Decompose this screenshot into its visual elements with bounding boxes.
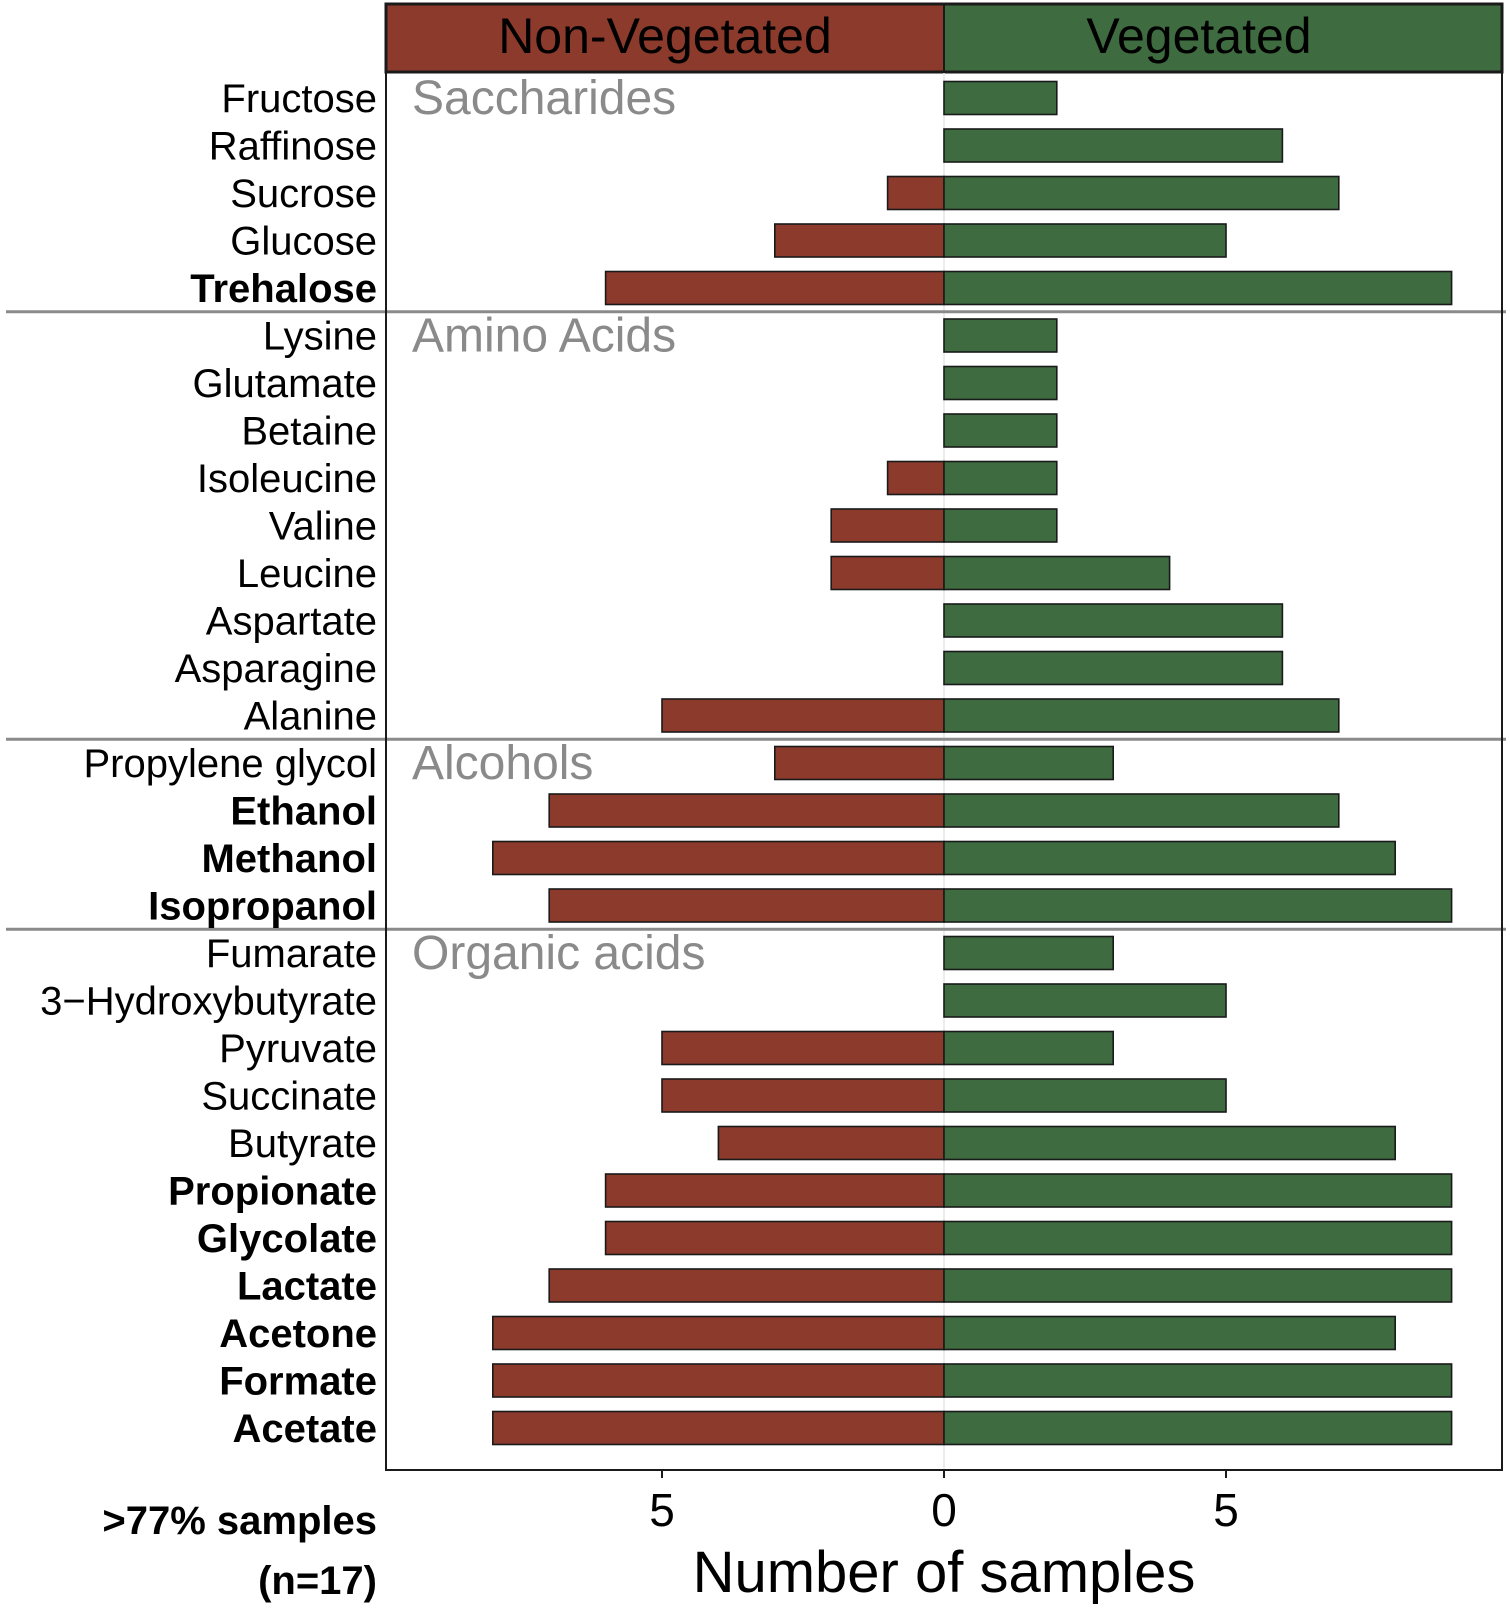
category-label: Sucrose (230, 172, 377, 216)
header-right-background (944, 4, 1502, 72)
category-label: Lysine (263, 315, 377, 359)
header-right-label: Vegetated (1086, 8, 1311, 64)
category-label: Acetate (232, 1407, 377, 1451)
bar-non-vegetated (491, 1410, 945, 1446)
bar-vegetated (943, 270, 1453, 306)
bar-vegetated (943, 318, 1058, 353)
bar-non-vegetated (491, 1315, 945, 1351)
bar-vegetated (943, 1078, 1227, 1113)
category-label: Propylene glycol (84, 742, 378, 786)
bar-non-vegetated (661, 1078, 945, 1113)
bar-non-vegetated (491, 840, 945, 876)
x-tick-label: 5 (1213, 1484, 1239, 1536)
bar-vegetated (943, 128, 1284, 163)
bar-vegetated (943, 793, 1340, 828)
bar-vegetated (943, 888, 1453, 923)
bar-non-vegetated (604, 1173, 945, 1208)
bar-vegetated (943, 508, 1058, 543)
category-label: Fumarate (206, 932, 377, 976)
group-label: Alcohols (412, 737, 593, 790)
bar-vegetated (943, 1030, 1114, 1066)
category-label: Fructose (221, 77, 377, 121)
category-label: 3−Hydroxybutyrate (40, 980, 377, 1024)
category-label: Lactate (237, 1265, 377, 1309)
bar-vegetated (943, 1315, 1397, 1351)
category-label: Leucine (237, 552, 377, 596)
bar-non-vegetated (830, 555, 945, 591)
bar-non-vegetated (886, 175, 945, 211)
category-label: Butyrate (228, 1122, 377, 1166)
bar-non-vegetated (491, 1363, 945, 1398)
footnote-line-1: >77% samples (102, 1499, 377, 1543)
category-label: Isopropanol (148, 885, 377, 929)
category-label: Glucose (230, 220, 377, 264)
category-label: Betaine (241, 410, 377, 454)
group-label: Organic acids (412, 927, 705, 980)
category-label: Glutamate (192, 362, 377, 406)
bar-vegetated (943, 650, 1284, 686)
category-label: Alanine (244, 695, 377, 739)
bar-non-vegetated (604, 270, 945, 306)
header-left-background (386, 4, 944, 72)
bar-non-vegetated (661, 1030, 945, 1066)
group-label: Saccharides (412, 72, 676, 125)
bar-vegetated (943, 1363, 1453, 1398)
bar-non-vegetated (886, 460, 945, 496)
bar-non-vegetated (661, 698, 945, 733)
bar-vegetated (943, 555, 1171, 591)
bar-vegetated (943, 1173, 1453, 1208)
bar-vegetated (943, 935, 1114, 971)
x-axis-title: Number of samples (693, 1540, 1196, 1605)
category-label: Valine (269, 505, 377, 549)
bar-vegetated (943, 1268, 1453, 1303)
group-label: Amino Acids (412, 310, 676, 363)
bar-non-vegetated (773, 223, 945, 258)
bar-vegetated (943, 413, 1058, 448)
category-label: Succinate (201, 1075, 377, 1119)
category-label: Isoleucine (197, 457, 377, 501)
bar-vegetated (943, 1410, 1453, 1446)
bar-vegetated (943, 698, 1340, 733)
x-tick-label: 0 (931, 1484, 957, 1536)
bar-vegetated (943, 175, 1340, 211)
category-label: Propionate (168, 1170, 377, 1214)
bar-vegetated (943, 1220, 1453, 1256)
bar-non-vegetated (548, 1268, 945, 1303)
bar-vegetated (943, 983, 1227, 1018)
category-label: Ethanol (230, 790, 377, 834)
category-label: Raffinose (209, 125, 377, 169)
category-label: Methanol (201, 837, 377, 881)
footnote-line-2: (n=17) (258, 1559, 377, 1603)
category-label: Pyruvate (219, 1027, 377, 1071)
bar-non-vegetated (604, 1220, 945, 1256)
bar-non-vegetated (773, 745, 945, 781)
bar-non-vegetated (548, 793, 945, 828)
x-tick-label: 5 (649, 1484, 675, 1536)
category-label: Trehalose (190, 267, 377, 311)
category-label: Formate (219, 1360, 377, 1404)
category-label: Glycolate (197, 1217, 377, 1261)
category-label: Acetone (219, 1312, 377, 1356)
bar-vegetated (943, 365, 1058, 401)
bar-vegetated (943, 840, 1397, 876)
bar-non-vegetated (830, 508, 945, 543)
bar-vegetated (943, 1125, 1397, 1161)
bar-vegetated (943, 603, 1284, 638)
bar-vegetated (943, 460, 1058, 496)
header-left-label: Non-Vegetated (498, 8, 832, 64)
bar-non-vegetated (548, 888, 945, 923)
bar-vegetated (943, 223, 1227, 258)
bar-vegetated (943, 80, 1058, 116)
bar-vegetated (943, 745, 1114, 781)
category-label: Aspartate (206, 600, 377, 644)
category-label: Asparagine (175, 647, 377, 691)
bar-non-vegetated (717, 1125, 945, 1161)
